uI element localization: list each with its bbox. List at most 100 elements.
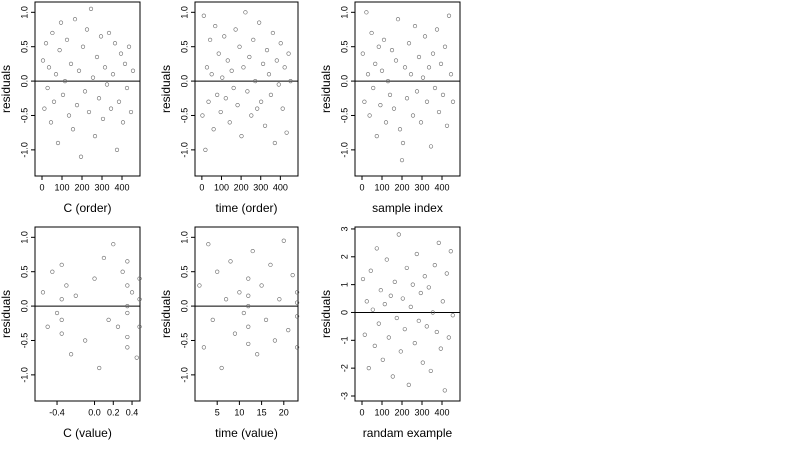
point bbox=[115, 324, 121, 329]
point bbox=[418, 290, 423, 296]
y-tick-label: -0.5 bbox=[19, 333, 29, 349]
point bbox=[241, 310, 246, 316]
y-axis-label: residuals bbox=[0, 290, 13, 338]
point bbox=[366, 366, 371, 371]
y-tick-label: -0.5 bbox=[179, 333, 189, 349]
point bbox=[428, 368, 433, 374]
point bbox=[272, 338, 278, 343]
x-tick-label: 100 bbox=[374, 407, 389, 417]
point bbox=[420, 360, 425, 365]
point bbox=[424, 99, 430, 104]
point bbox=[440, 92, 446, 97]
point bbox=[200, 113, 205, 118]
point bbox=[228, 259, 233, 264]
point bbox=[426, 285, 431, 290]
point bbox=[448, 72, 454, 77]
point bbox=[370, 307, 375, 312]
point bbox=[295, 314, 300, 319]
point bbox=[101, 255, 107, 261]
point bbox=[385, 78, 391, 84]
point bbox=[98, 34, 104, 39]
point bbox=[86, 109, 92, 115]
x-tick-label: 0 bbox=[359, 407, 364, 417]
y-tick-label: 0.0 bbox=[179, 75, 189, 88]
y-tick-label: -0.5 bbox=[339, 108, 349, 124]
point bbox=[432, 85, 438, 91]
point bbox=[381, 37, 387, 42]
point bbox=[400, 296, 405, 301]
point bbox=[374, 246, 379, 251]
point bbox=[382, 302, 387, 307]
point bbox=[360, 51, 365, 56]
x-axis-label: time (order) bbox=[215, 201, 277, 215]
point bbox=[84, 27, 90, 32]
point bbox=[104, 82, 110, 87]
point bbox=[118, 51, 124, 56]
point bbox=[64, 283, 69, 288]
point bbox=[53, 72, 59, 77]
x-tick-label: 15 bbox=[257, 407, 267, 417]
point bbox=[422, 34, 428, 39]
y-tick-label: 1.0 bbox=[179, 6, 189, 19]
point bbox=[125, 259, 130, 264]
y-tick-label: 1.0 bbox=[339, 6, 349, 19]
point bbox=[404, 96, 410, 101]
x-tick-label: 300 bbox=[414, 407, 429, 417]
x-tick-label: 0.0 bbox=[88, 407, 101, 417]
point bbox=[414, 89, 420, 94]
x-tick-label: 400 bbox=[114, 182, 129, 192]
point bbox=[387, 92, 393, 97]
point bbox=[278, 41, 283, 46]
point bbox=[418, 120, 424, 125]
point bbox=[397, 127, 403, 132]
point bbox=[446, 335, 451, 340]
point bbox=[128, 109, 134, 115]
point bbox=[365, 72, 371, 77]
point bbox=[203, 147, 208, 152]
point bbox=[391, 106, 397, 111]
x-tick-label: 200 bbox=[394, 407, 409, 417]
point bbox=[48, 120, 54, 125]
point bbox=[264, 48, 270, 53]
point bbox=[114, 147, 120, 152]
point bbox=[436, 240, 441, 245]
y-tick-label: 0.5 bbox=[19, 265, 29, 278]
point bbox=[257, 20, 262, 25]
x-tick-label: 0 bbox=[39, 182, 44, 192]
point bbox=[120, 120, 126, 125]
point bbox=[260, 61, 266, 66]
point bbox=[46, 65, 52, 70]
point bbox=[402, 327, 407, 332]
point bbox=[231, 85, 236, 91]
x-tick-label: 300 bbox=[94, 182, 109, 192]
point bbox=[235, 103, 240, 108]
point bbox=[64, 37, 70, 42]
point bbox=[59, 297, 64, 302]
point bbox=[246, 276, 251, 281]
point bbox=[295, 290, 300, 295]
point bbox=[58, 20, 64, 25]
point bbox=[288, 78, 293, 84]
point bbox=[124, 85, 130, 91]
point bbox=[281, 238, 286, 243]
x-tick-label: 100 bbox=[214, 182, 229, 192]
x-axis-label: randam example bbox=[363, 426, 453, 440]
point bbox=[255, 106, 260, 111]
point bbox=[422, 274, 427, 279]
y-tick-label: -2 bbox=[339, 364, 349, 372]
x-tick-label: 400 bbox=[434, 407, 449, 417]
x-tick-label: 300 bbox=[414, 182, 429, 192]
point bbox=[43, 41, 49, 46]
point bbox=[246, 293, 251, 298]
point bbox=[229, 68, 234, 73]
point bbox=[62, 78, 68, 84]
point bbox=[263, 317, 269, 322]
point bbox=[376, 321, 381, 326]
point bbox=[276, 82, 281, 87]
point bbox=[137, 324, 142, 329]
point bbox=[116, 99, 122, 104]
point bbox=[412, 340, 417, 346]
point bbox=[74, 103, 80, 108]
point bbox=[94, 54, 100, 60]
point bbox=[410, 282, 415, 287]
